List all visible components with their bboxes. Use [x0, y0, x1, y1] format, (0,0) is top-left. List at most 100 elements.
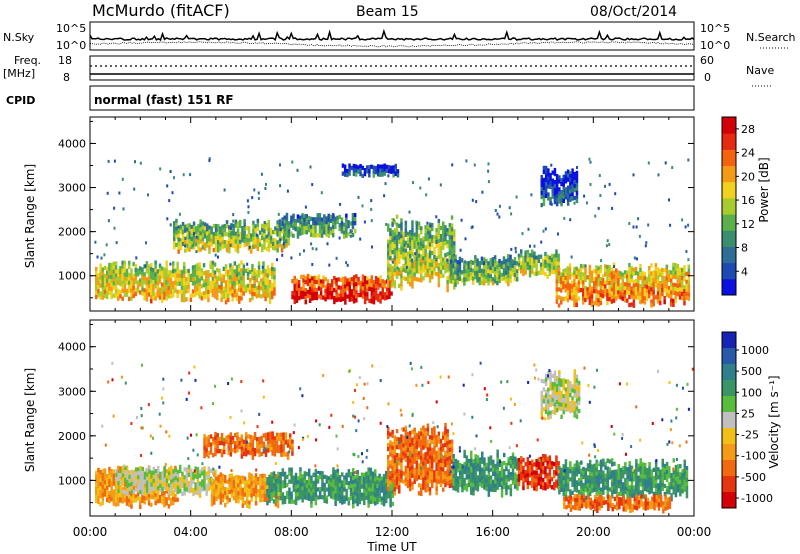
velocity-colorbar-swatch — [722, 332, 736, 349]
heatmap-feature — [210, 472, 280, 509]
y-tick-label: 4000 — [58, 341, 86, 354]
power-ylabel: Slant Range [km] — [23, 164, 37, 268]
freq-panel — [89, 55, 695, 81]
power-colorbar-frame — [721, 116, 737, 296]
y-tick-label: 3000 — [58, 385, 86, 398]
power-colorbar-tick-label: 20 — [741, 170, 755, 183]
velocity-colorbar-label: Velocity [m s⁻¹] — [767, 375, 781, 468]
velocity-colorbar-frame — [721, 331, 737, 509]
nsearch-label: N.Search — [746, 31, 796, 44]
heatmap-feature — [387, 422, 454, 496]
power-colorbar-swatch — [722, 214, 736, 231]
freq-unit-label: [MHz] — [3, 67, 35, 80]
velocity-colorbar-tick-label: 500 — [741, 365, 762, 378]
scatter-speckles — [94, 157, 690, 270]
heatmap-feature — [341, 163, 400, 178]
cpid-text: normal (fast) 151 RF — [94, 93, 234, 107]
x-tick-label: 20:00 — [576, 525, 611, 539]
heatmap-feature — [558, 458, 689, 502]
velocity-colorbar-tick-label: -100 — [741, 450, 766, 463]
heatmap-feature — [540, 369, 581, 420]
nsearch-top-tick: 10^5 — [700, 22, 730, 35]
heatmap-feature — [95, 260, 276, 305]
power-colorbar-tick-label: 12 — [741, 218, 755, 231]
power-colorbar: 4 8 12 16 20 24 28 — [721, 116, 755, 296]
power-colorbar-swatch — [722, 246, 736, 264]
power-colorbar-swatch — [722, 262, 736, 280]
velocity-colorbar-tick-label: 100 — [741, 386, 762, 399]
power-axes: 1000 2000 3000 4000 — [58, 117, 695, 311]
heatmap-feature — [563, 493, 672, 514]
heatmap-feature — [540, 165, 579, 208]
velocity-colorbar-swatch — [722, 428, 736, 445]
velocity-colorbar-tick-label: 25 — [741, 407, 755, 420]
y-tick-label: 3000 — [58, 182, 86, 195]
velocity-colorbar: 1000 500 100 25 -25 -100 -500 -1000 — [721, 331, 773, 509]
x-tick-label: 00:00 — [677, 525, 712, 539]
heatmap-feature — [555, 262, 691, 308]
power-colorbar-swatch — [722, 197, 736, 215]
x-tick-label: 00:00 — [73, 525, 108, 539]
power-colorbar-swatch — [722, 117, 736, 134]
power-colorbar-tick-label: 16 — [741, 194, 755, 207]
heatmap-feature — [387, 214, 456, 293]
power-colorbar-swatch — [722, 165, 736, 183]
velocity-heatmap — [95, 361, 694, 514]
nsky-top-tick: 10^5 — [56, 22, 86, 35]
time-axis-ticks: 00:00 04:00 08:00 12:00 16:00 20:00 00:00 — [73, 525, 712, 539]
y-tick-label: 1000 — [58, 270, 86, 283]
heatmap-feature — [291, 273, 393, 305]
time-axis-label: Time UT — [366, 540, 417, 554]
cpid-panel — [89, 85, 695, 111]
velocity-colorbar-tick-label: 1000 — [741, 344, 769, 357]
freq-top-tick: 18 — [58, 54, 72, 67]
heatmap-feature — [115, 464, 217, 498]
velocity-colorbar-swatch — [722, 396, 736, 413]
velocity-colorbar-swatch — [722, 412, 736, 429]
velocity-colorbar-swatch — [722, 492, 736, 509]
station-title: McMurdo (fitACF) — [92, 1, 230, 20]
cpid-label: CPID — [6, 94, 35, 107]
nave-label: Nave — [746, 64, 774, 77]
x-tick-label: 08:00 — [274, 525, 309, 539]
heatmap-feature — [203, 431, 294, 460]
freq-bot-tick: 8 — [63, 71, 70, 84]
heatmap-feature — [517, 454, 560, 492]
nsearch-bot-tick: 10^0 — [700, 39, 730, 52]
y-tick-label: 2000 — [58, 226, 86, 239]
y-tick-label: 4000 — [58, 137, 86, 150]
power-colorbar-swatch — [722, 149, 736, 167]
power-colorbar-tick-label: 4 — [741, 265, 748, 278]
velocity-colorbar-swatch — [722, 348, 736, 365]
power-colorbar-swatch — [722, 278, 736, 296]
velocity-colorbar-tick-label: -500 — [741, 471, 766, 484]
nsky-bot-tick: 10^0 — [56, 39, 86, 52]
velocity-colorbar-swatch — [722, 380, 736, 397]
velocity-colorbar-swatch — [722, 460, 736, 477]
y-tick-label: 1000 — [58, 474, 86, 487]
power-colorbar-tick-label: 8 — [741, 242, 748, 255]
nsearch-trace — [89, 41, 695, 48]
velocity-ylabel: Slant Range [km] — [23, 368, 37, 472]
velocity-colorbar-swatch — [722, 364, 736, 381]
heatmap-feature — [173, 218, 290, 254]
velocity-colorbar-tick-label: -1000 — [741, 492, 773, 505]
nsky-trace — [89, 28, 695, 42]
beam-title: Beam 15 — [356, 4, 419, 20]
velocity-colorbar-swatch — [722, 476, 736, 493]
nave-top-tick: 60 — [700, 54, 714, 67]
heatmap-feature — [517, 249, 560, 279]
power-colorbar-label: Power [dB] — [757, 157, 771, 222]
power-heatmap — [94, 157, 691, 308]
velocity-colorbar-tick-label: -25 — [741, 429, 759, 442]
freq-label: Freq. — [14, 54, 41, 67]
date-title: 08/Oct/2014 — [590, 4, 677, 20]
heatmap-feature — [452, 449, 519, 498]
heatmap-feature — [449, 254, 519, 287]
x-tick-label: 04:00 — [173, 525, 208, 539]
velocity-colorbar-swatch — [722, 444, 736, 461]
power-colorbar-swatch — [722, 230, 736, 247]
heatmap-feature — [266, 467, 395, 509]
nsky-panel — [89, 21, 695, 51]
